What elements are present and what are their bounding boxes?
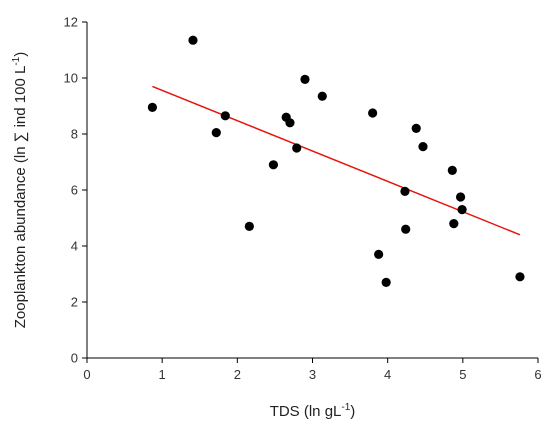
y-tick-label: 10 bbox=[64, 71, 78, 86]
data-point bbox=[147, 102, 157, 112]
data-points bbox=[147, 35, 525, 287]
y-tick-label: 8 bbox=[71, 127, 78, 142]
data-point bbox=[457, 205, 467, 215]
data-point bbox=[220, 111, 230, 121]
data-point bbox=[515, 272, 525, 282]
data-point bbox=[268, 160, 279, 170]
y-tick-label: 6 bbox=[71, 183, 78, 198]
data-point bbox=[447, 165, 457, 175]
y-axis-title: Zooplankton abundance (ln ∑ ind 100 L-1) bbox=[11, 52, 29, 328]
data-point bbox=[292, 143, 302, 153]
x-axis-title-superscript: -1 bbox=[341, 402, 350, 413]
data-point bbox=[285, 118, 295, 128]
data-point bbox=[400, 186, 410, 196]
x-tick-label: 6 bbox=[534, 367, 541, 382]
data-point bbox=[188, 35, 198, 45]
y-tick-label: 2 bbox=[71, 295, 78, 310]
x-tick-label: 4 bbox=[384, 367, 391, 382]
data-point bbox=[300, 74, 310, 84]
data-point bbox=[381, 277, 391, 287]
y-ticks: 0 2 4 6 8 10 12 bbox=[64, 15, 87, 366]
data-point bbox=[211, 128, 221, 138]
x-tick-label: 3 bbox=[309, 367, 316, 382]
data-point bbox=[449, 219, 459, 229]
x-ticks: 0 1 2 3 4 5 6 bbox=[83, 358, 542, 382]
data-point bbox=[455, 192, 466, 202]
data-point bbox=[401, 224, 411, 234]
data-point bbox=[317, 91, 327, 101]
data-point bbox=[368, 108, 378, 118]
y-tick-label: 12 bbox=[64, 15, 78, 30]
axes bbox=[86, 22, 538, 359]
data-point bbox=[411, 123, 421, 133]
y-tick-label: 0 bbox=[71, 351, 78, 366]
x-tick-label: 1 bbox=[159, 367, 166, 382]
x-axis-title: TDS (ln gL-1) bbox=[270, 402, 356, 420]
x-tick-label: 0 bbox=[83, 367, 90, 382]
x-tick-label: 2 bbox=[234, 367, 241, 382]
data-point bbox=[374, 249, 384, 259]
data-point bbox=[244, 221, 254, 231]
y-tick-label: 4 bbox=[71, 239, 78, 254]
x-tick-label: 5 bbox=[459, 367, 466, 382]
data-point bbox=[418, 142, 428, 152]
y-axis-title-superscript: -1 bbox=[11, 56, 22, 65]
